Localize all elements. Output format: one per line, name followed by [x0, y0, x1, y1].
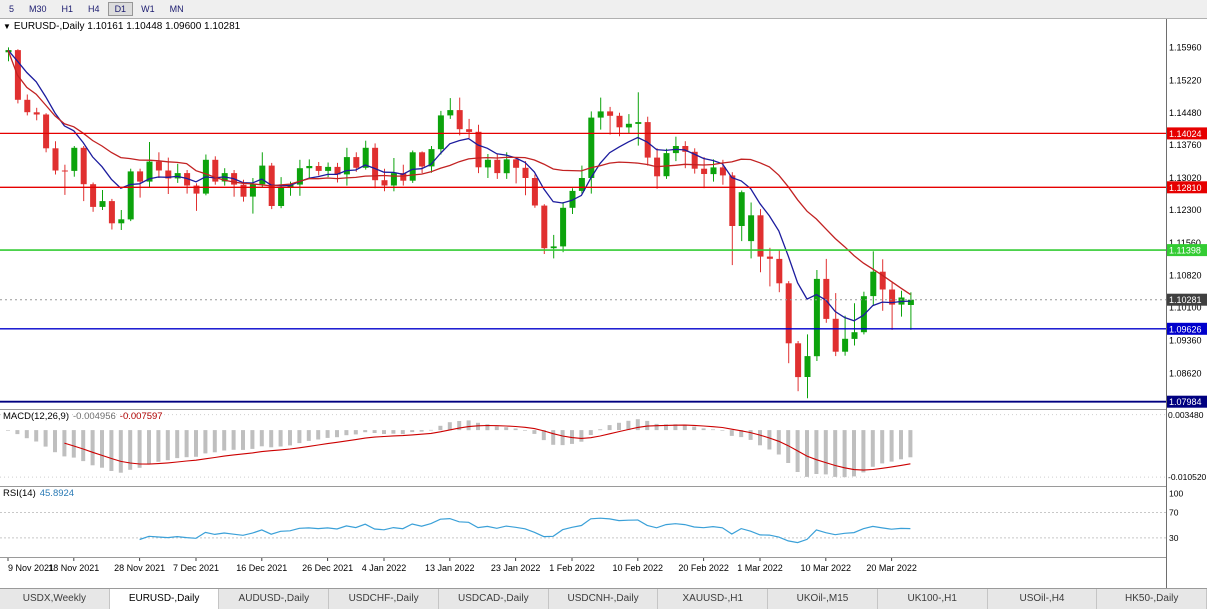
chart-tab-bar: USDX,Weekly EURUSD-,Daily AUDUSD-,Daily USD…: [0, 588, 1207, 609]
chart-tab-xauusd-h1[interactable]: XAUUSD-,H1: [658, 589, 769, 609]
timeframe-button-h4[interactable]: H4: [88, 4, 100, 14]
price-badge-1.10281: [1167, 293, 1207, 306]
svg-text:10 Feb 2022: 10 Feb 2022: [613, 563, 664, 573]
price-badge-1.11398: [1167, 244, 1207, 257]
chart-tab-usoil-h4[interactable]: USOil-,H4: [987, 589, 1098, 609]
price-badge-1.12810: [1167, 181, 1207, 194]
svg-text:23 Jan 2022: 23 Jan 2022: [491, 563, 541, 573]
svg-text:30: 30: [1169, 533, 1179, 543]
svg-text:1.08620: 1.08620: [1169, 369, 1202, 379]
svg-text:1.07984: 1.07984: [1169, 397, 1202, 407]
panel-separator: [0, 557, 1207, 558]
svg-text:0.003480: 0.003480: [1168, 410, 1204, 420]
timeframe-toolbar: 5 M30 H1 H4 D1 W1 MN: [0, 0, 1207, 19]
svg-text:18 Nov 2021: 18 Nov 2021: [48, 563, 99, 573]
svg-text:100: 100: [1169, 488, 1183, 498]
moving-average-fast: [7, 49, 911, 322]
timeframe-button-h1[interactable]: H1: [61, 4, 74, 14]
svg-text:1 Mar 2022: 1 Mar 2022: [737, 563, 783, 573]
svg-text:4 Jan 2022: 4 Jan 2022: [362, 563, 407, 573]
timeframe-button-mn[interactable]: MN: [169, 4, 184, 14]
svg-text:1.09360: 1.09360: [1169, 336, 1202, 346]
chart-tab-ukoil-m15[interactable]: UKOil-,M15: [768, 589, 878, 609]
svg-text:9 Nov 2021: 9 Nov 2021: [8, 563, 54, 573]
price-chart-canvas: [0, 47, 1166, 403]
timeframe-button-5[interactable]: 5: [9, 4, 15, 14]
svg-text:1.13020: 1.13020: [1169, 173, 1202, 183]
svg-text:1.13760: 1.13760: [1169, 140, 1202, 150]
svg-text:1.12810: 1.12810: [1169, 183, 1202, 193]
svg-text:7 Dec 2021: 7 Dec 2021: [173, 563, 219, 573]
panel-separator[interactable]: [0, 409, 1207, 410]
rsi-panel[interactable]: RSI(14) 45.8924: [0, 487, 1166, 557]
moving-average-slow: [7, 49, 911, 295]
svg-text:1.10820: 1.10820: [1169, 271, 1202, 281]
svg-text:1.09626: 1.09626: [1169, 324, 1202, 334]
svg-text:26 Dec 2021: 26 Dec 2021: [302, 563, 353, 573]
chart-tab-uk100-h1[interactable]: UK100-,H1: [877, 589, 988, 609]
macd-signal-line: [64, 424, 911, 471]
svg-text:10 Mar 2022: 10 Mar 2022: [801, 563, 852, 573]
timeframe-button-m30[interactable]: M30: [29, 4, 47, 14]
svg-text:1.14480: 1.14480: [1169, 108, 1202, 118]
time-axis[interactable]: 9 Nov 2021 18 Nov 2021 28 Nov 2021 7 Dec 20…: [0, 558, 1166, 588]
svg-text:-0.010520: -0.010520: [1168, 472, 1207, 482]
chart-tab-usdx-weekly[interactable]: USDX,Weekly: [0, 589, 110, 609]
macd-canvas: [0, 414, 1166, 478]
chart-tab-audusd-daily[interactable]: AUDUSD-,Daily: [219, 589, 330, 609]
timeframe-button-d1[interactable]: D1: [107, 2, 134, 16]
svg-text:20 Mar 2022: 20 Mar 2022: [866, 563, 917, 573]
svg-text:20 Feb 2022: 20 Feb 2022: [678, 563, 729, 573]
chart-tab-usdcnh-daily[interactable]: USDCNH-,Daily: [548, 589, 659, 609]
timeframe-button-w1[interactable]: W1: [141, 4, 155, 14]
rsi-canvas: [0, 512, 1166, 544]
svg-text:13 Jan 2022: 13 Jan 2022: [425, 563, 475, 573]
price-chart-panel[interactable]: ▼ EURUSD-,Daily 1.10161 1.10448 1.09600 1…: [0, 19, 1166, 409]
rsi-line: [139, 517, 911, 544]
price-badge-1.09626: [1167, 322, 1207, 335]
macd-panel[interactable]: MACD(12,26,9) -0.004956 -0.007597: [0, 410, 1166, 486]
svg-text:1.11560: 1.11560: [1169, 238, 1201, 248]
svg-text:70: 70: [1169, 508, 1179, 518]
svg-text:1.15220: 1.15220: [1169, 75, 1202, 85]
price-axis-canvas: 1.15960 1.15220 1.14480 1.13760 1.13020 1.123…: [1167, 42, 1207, 543]
svg-text:1.10281: 1.10281: [1169, 295, 1202, 305]
price-axis[interactable]: 1.15960 1.15220 1.14480 1.13760 1.13020 1.123…: [1166, 19, 1207, 588]
panel-separator[interactable]: [0, 486, 1207, 487]
svg-text:1.12300: 1.12300: [1169, 205, 1202, 215]
svg-text:1.10100: 1.10100: [1169, 303, 1202, 313]
chart-tab-hk50-daily[interactable]: HK50-,Daily: [1097, 589, 1207, 609]
svg-text:28 Nov 2021: 28 Nov 2021: [114, 563, 165, 573]
svg-text:1.15960: 1.15960: [1169, 42, 1202, 52]
price-badge-1.07984: [1167, 395, 1207, 408]
svg-text:16 Dec 2021: 16 Dec 2021: [236, 563, 287, 573]
chart-tab-usdcad-daily[interactable]: USDCAD-,Daily: [438, 589, 549, 609]
svg-text:1 Feb 2022: 1 Feb 2022: [549, 563, 595, 573]
chart-tab-eurusd-daily[interactable]: EURUSD-,Daily: [109, 589, 220, 609]
chart-tab-usdchf-daily[interactable]: USDCHF-,Daily: [329, 589, 439, 609]
svg-text:1.14024: 1.14024: [1169, 129, 1202, 139]
svg-text:1.11398: 1.11398: [1169, 246, 1201, 256]
price-badge-1.14024: [1167, 127, 1207, 140]
